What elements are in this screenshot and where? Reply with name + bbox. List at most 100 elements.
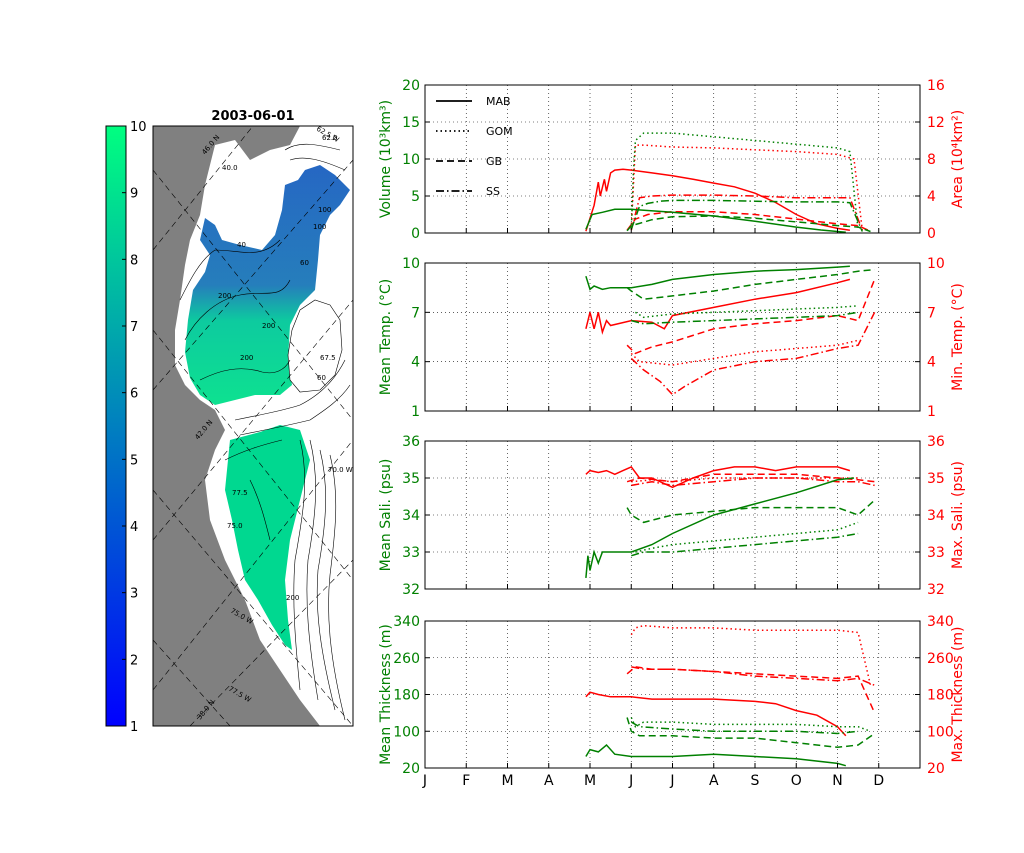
series-right-gb — [626, 473, 875, 483]
series-left-ss — [631, 532, 859, 557]
series-right-ss — [631, 477, 875, 487]
right-tick-label: 4 — [927, 189, 936, 205]
right-tick-label: 7 — [927, 305, 936, 321]
left-tick-label: 7 — [411, 305, 420, 321]
colorbar-tick-label: 4 — [130, 520, 138, 535]
contour-label: 200 — [262, 322, 275, 330]
right-axis-label: Max. Sali. (psu) — [950, 461, 966, 569]
left-axis-label: Volume (10³km³) — [378, 100, 394, 218]
series-right-ss — [631, 666, 875, 686]
contour-label: 100 — [313, 223, 326, 231]
month-label: A — [709, 773, 719, 789]
month-label: D — [873, 773, 884, 789]
left-tick-label: 33 — [402, 545, 420, 561]
left-tick-label: 1 — [411, 404, 420, 420]
month-label: N — [832, 773, 842, 789]
series-right-gb — [626, 210, 871, 232]
colorbar-tick-label: 7 — [130, 320, 138, 335]
series-left-mab — [585, 743, 847, 767]
map-graticule — [153, 126, 353, 726]
left-tick-label: 260 — [393, 651, 420, 667]
series-right-mab — [585, 465, 851, 489]
contour-label: 60 — [317, 374, 326, 382]
right-tick-label: 36 — [927, 434, 945, 450]
contour-label: 100 — [318, 206, 331, 214]
colorbar-tick-label: 1 — [130, 720, 138, 735]
series-right-gom — [630, 624, 872, 686]
left-tick-label: 32 — [402, 582, 420, 598]
series-right-gb — [626, 666, 876, 714]
right-axis-label: Min. Temp. (°C) — [950, 283, 966, 391]
gulf-of-maine-water — [185, 165, 350, 405]
legend-label-mab: MAB — [486, 95, 511, 108]
left-axis-label: Mean Temp. (°C) — [378, 279, 394, 396]
contour-label: 75.0 — [227, 522, 243, 530]
series-left-mab — [585, 265, 850, 291]
contour-label: 62.5 — [322, 134, 338, 142]
contour-label: 40.0 — [222, 164, 238, 172]
colorbar-tick-label: 6 — [130, 387, 138, 402]
month-label: J — [422, 773, 427, 789]
right-tick-label: 260 — [927, 651, 954, 667]
right-tick-label: 33 — [927, 545, 945, 561]
left-tick-label: 10 — [402, 256, 420, 272]
series-right-gb — [626, 279, 876, 355]
left-tick-label: 34 — [402, 508, 420, 524]
month-label: J — [669, 773, 674, 789]
timeseries-panels: 0 5 10 15 20 0 4 8 12 16 Volume (10³km³) Area (10⁴k… — [378, 78, 966, 789]
legend-label-ss: SS — [486, 185, 500, 198]
map-title: 2003-06-01 — [211, 109, 294, 124]
right-tick-label: 12 — [927, 115, 945, 131]
left-tick-label: 20 — [402, 761, 420, 777]
series-left-gb — [626, 717, 876, 749]
panel-temperature: 1 4 7 10 1 4 7 10 Mean Temp. (°C) Min. Temp. (°C) — [378, 256, 966, 420]
series-left-mab — [585, 208, 846, 234]
month-label: J — [628, 773, 633, 789]
legend-label-gb: GB — [486, 155, 502, 168]
colorbar-gradient — [105, 125, 127, 727]
left-tick-label: 35 — [402, 471, 420, 487]
contour-label: 200 — [286, 594, 299, 602]
left-tick-label: 4 — [411, 355, 420, 371]
series-right-gom — [630, 339, 859, 366]
contour-label: 60 — [300, 259, 309, 267]
series-right-ss — [630, 311, 876, 396]
series-left-gb — [626, 499, 876, 524]
series-left-gb — [626, 268, 875, 300]
left-tick-label: 5 — [411, 189, 420, 205]
series-left-ss — [630, 199, 863, 232]
colorbar-ticks: 1 2 3 4 5 6 7 8 9 10 — [122, 120, 147, 735]
series-left-gom — [635, 305, 859, 319]
series-left-ss — [631, 311, 859, 325]
colorbar-tick-label: 8 — [130, 253, 138, 268]
panel-volume-area: 0 5 10 15 20 0 4 8 12 16 Volume (10³km³) Area (10⁴k… — [378, 78, 966, 242]
right-tick-label: 20 — [927, 761, 945, 777]
graticule-label: 70.0 W — [328, 466, 353, 474]
colorbar-tick-label: 10 — [130, 120, 147, 135]
series-right-mab — [585, 168, 851, 232]
month-label: F — [462, 773, 470, 789]
panel-salinity: 32 33 34 35 36 32 33 34 35 36 Mean Sali. (psu) Max.… — [378, 434, 966, 598]
left-tick-label: 0 — [411, 226, 420, 242]
series-right-mab — [585, 691, 847, 737]
left-axis-label: Mean Thickness (m) — [378, 624, 394, 765]
left-tick-label: 180 — [393, 688, 420, 704]
left-tick-label: 20 — [402, 78, 420, 94]
contour-label: 67.5 — [320, 354, 336, 362]
legend: MAB GOM GB SS — [436, 95, 513, 198]
contour-label: 77.5 — [232, 489, 248, 497]
series-right-ss — [630, 194, 864, 231]
month-label: M — [501, 773, 513, 789]
colorbar-tick-label: 3 — [130, 587, 138, 602]
right-tick-label: 340 — [927, 614, 954, 630]
panel-frame — [424, 262, 921, 412]
colorbar-tick-label: 2 — [130, 653, 138, 668]
month-label: M — [584, 773, 596, 789]
colorbar-tick-label: 5 — [130, 453, 138, 468]
contour-label: 40 — [237, 241, 246, 249]
contour-label: 200 — [240, 354, 253, 362]
right-tick-label: 8 — [927, 152, 936, 168]
series-left-mab — [585, 477, 855, 578]
